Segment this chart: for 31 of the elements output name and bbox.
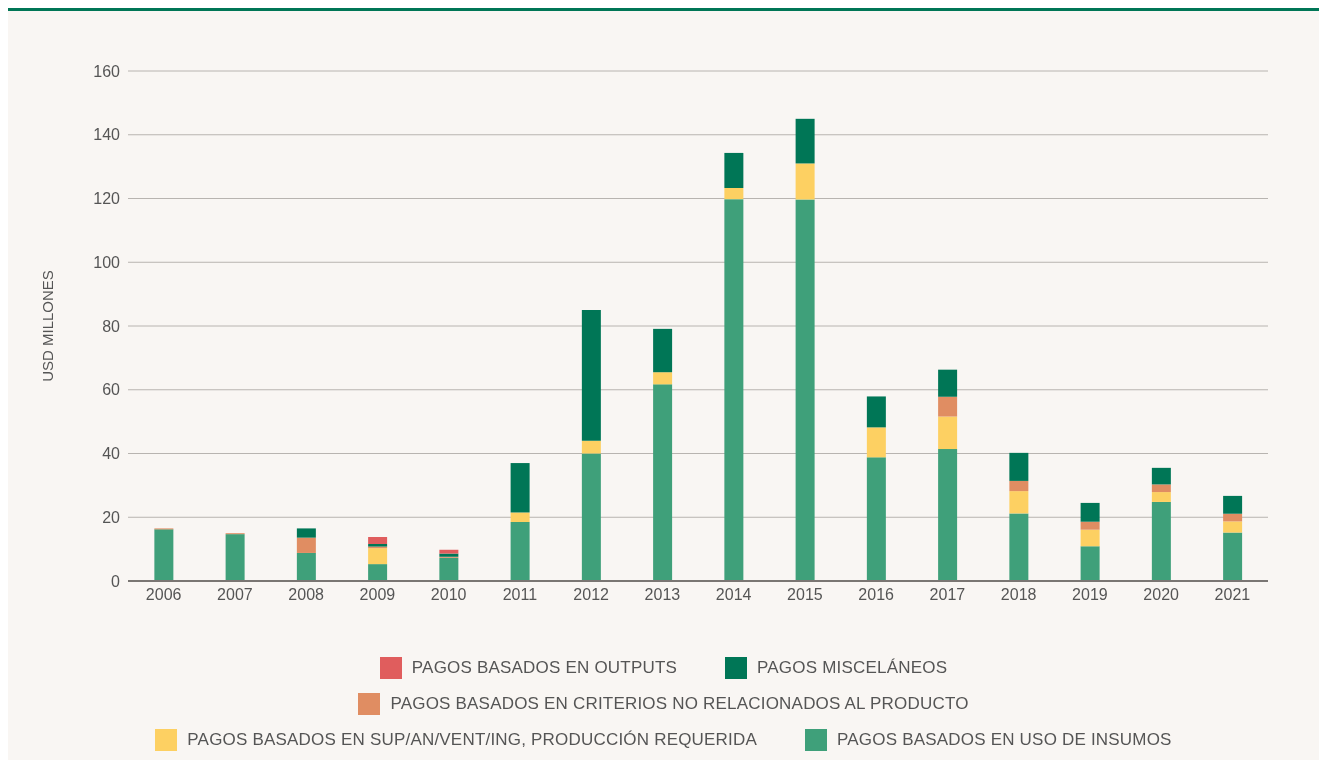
y-axis-title: USD MILLONES	[39, 270, 57, 382]
x-tick-label: 2020	[1143, 586, 1180, 604]
x-tick-label: 2010	[430, 586, 467, 604]
x-tick-label: 2011	[502, 586, 538, 604]
legend-label: PAGOS BASADOS EN OUTPUTS	[411, 658, 678, 678]
y-tick-label: 100	[93, 253, 121, 271]
x-tick-label: 2019	[1072, 586, 1108, 604]
y-tick-label: 140	[93, 126, 121, 144]
legend-label: PAGOS BASADOS EN CRITERIOS NO RELACIONADOS AL PRODUCTO	[390, 694, 969, 714]
y-tick-label: 160	[93, 62, 121, 80]
y-tick-label: 80	[102, 317, 121, 335]
x-tick-label: 2008	[288, 586, 325, 604]
legend-label: PAGOS BASADOS EN USO DE INSUMOS	[837, 730, 1172, 750]
x-tick-label: 2012	[573, 586, 610, 604]
legend-label: PAGOS BASADOS EN SUP/AN/VENT/ING, PRODUCCIÓN REQUERIDA	[187, 730, 758, 750]
x-tick-label: 2014	[715, 586, 752, 604]
x-tick-label: 2006	[145, 586, 182, 604]
x-tick-label: 2009	[359, 586, 396, 604]
x-tick-label: 2016	[858, 586, 895, 604]
y-tick-label: 0	[111, 572, 121, 590]
x-tick-label: 2007	[217, 586, 253, 604]
legend-label: PAGOS MISCELÁNEOS	[757, 658, 948, 678]
x-tick-label: 2013	[644, 586, 681, 604]
x-tick-label: 2015	[787, 586, 823, 604]
x-tick-label: 2017	[929, 586, 966, 604]
x-tick-label: 2021	[1214, 586, 1251, 604]
y-tick-label: 20	[102, 508, 121, 526]
x-tick-label: 2018	[1000, 586, 1037, 604]
y-tick-label: 40	[102, 445, 121, 463]
y-tick-label: 120	[93, 190, 121, 208]
y-tick-label: 60	[102, 381, 121, 399]
